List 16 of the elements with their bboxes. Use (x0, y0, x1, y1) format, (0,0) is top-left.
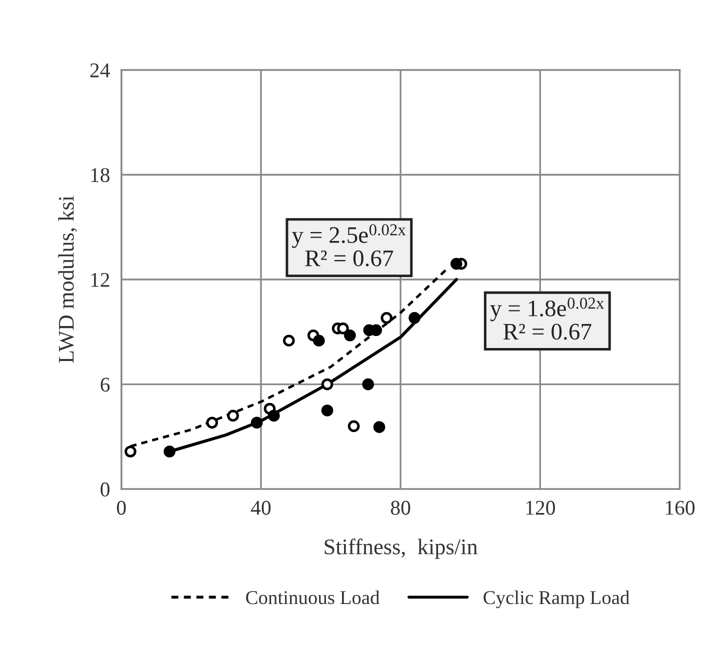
y-axis-title: LWD modulus, ksi (58, 196, 78, 363)
y-tick-label: 6 (100, 378, 110, 392)
y-tick-label: 24 (90, 63, 110, 78)
x-axis-title: Stiffness, kips/in (324, 538, 478, 559)
x-tick-label: 160 (666, 500, 695, 515)
x-tick-label: 120 (526, 500, 555, 515)
x-tick-label: 40 (250, 500, 271, 515)
y-tick-label: 12 (91, 272, 110, 287)
y-tick-label: 18 (91, 168, 110, 182)
annotation: y = 1.8e$^{0.02x}$ R² = 0.67 (490, 298, 604, 340)
legend-label: Continuous Load (246, 590, 380, 604)
x-tick-label: 80 (390, 500, 410, 515)
x-tick-label: 0 (116, 500, 126, 515)
y-tick-label: 0 (100, 482, 110, 496)
annotation: y = 2.5e$^{0.02x}$ R² = 0.67 (292, 224, 406, 266)
legend-label: Cyclic Ramp Load (484, 590, 630, 608)
